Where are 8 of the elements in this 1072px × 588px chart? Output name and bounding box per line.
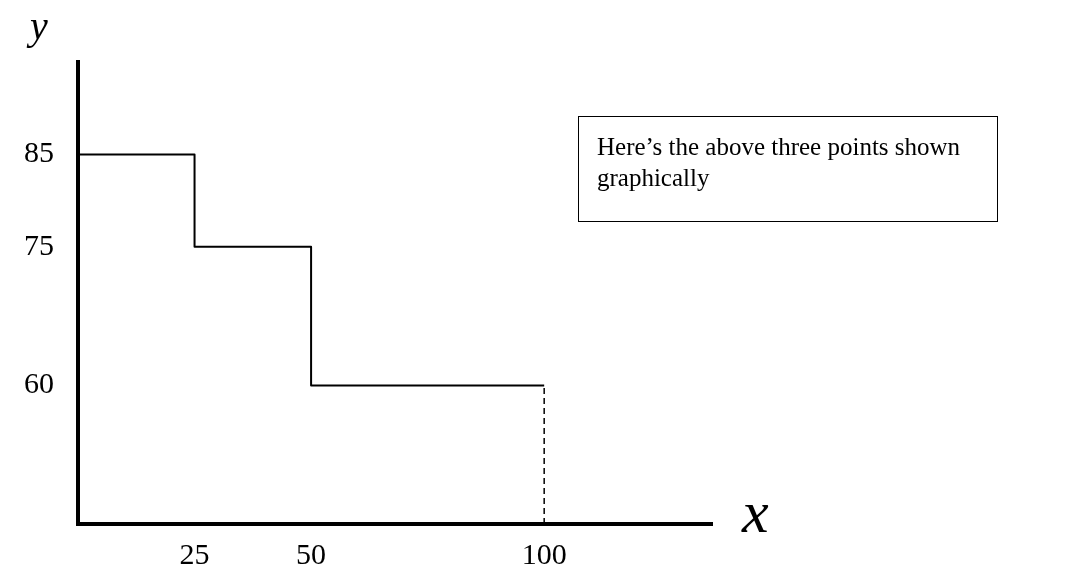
y-tick-label: 85 bbox=[24, 135, 54, 169]
x-tick-label: 100 bbox=[521, 536, 567, 570]
annotation: Here’s the above three points shown graphically bbox=[578, 116, 998, 222]
x-axis-title: x bbox=[742, 479, 769, 545]
y-tick-label: 60 bbox=[24, 366, 54, 400]
y-tick-label: 75 bbox=[24, 227, 54, 261]
x-tick-label: 50 bbox=[296, 536, 327, 570]
x-tick-label: 25 bbox=[179, 536, 210, 570]
